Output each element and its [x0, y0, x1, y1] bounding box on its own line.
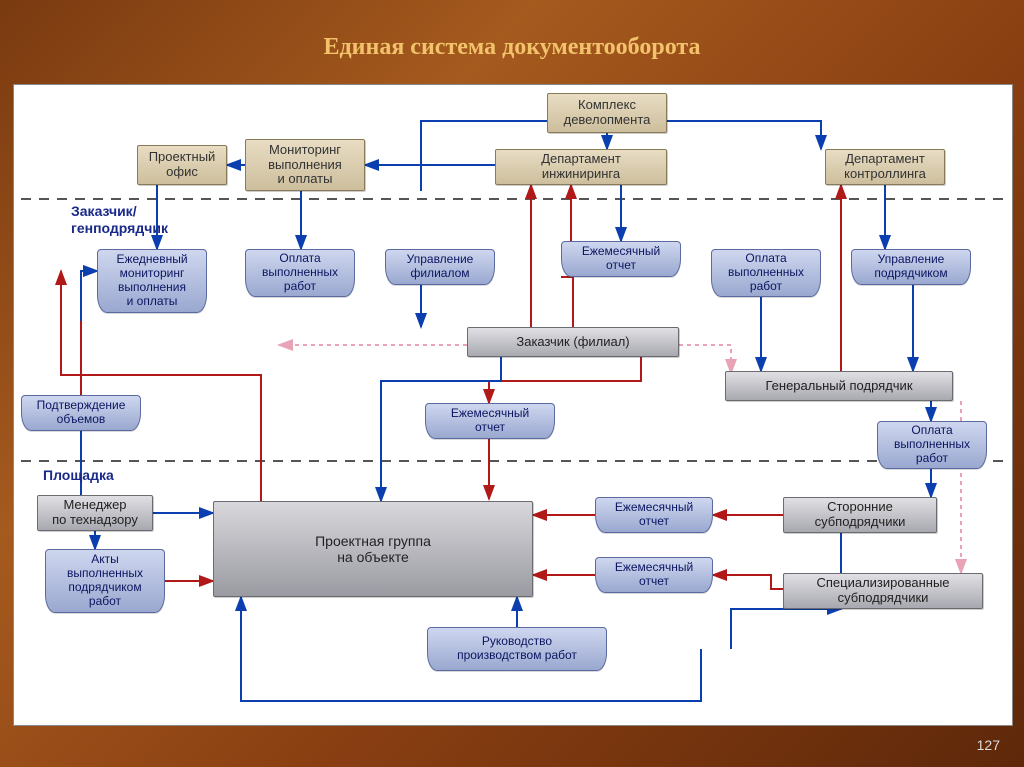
- page-number: 127: [977, 737, 1000, 753]
- node-spec-sub: Специализированные субподрядчики: [783, 573, 983, 609]
- slide-frame: Единая система документооборота Комплекс…: [0, 0, 1024, 767]
- node-third-party-sub: Сторонние субподрядчики: [783, 497, 937, 533]
- node-acts: Акты выполненных подрядчиком работ: [45, 549, 165, 613]
- slide-title: Единая система документооборота: [0, 34, 1024, 61]
- node-monitoring: Мониторинг выполнения и оплаты: [245, 139, 365, 191]
- node-project-group: Проектная группа на объекте: [213, 501, 533, 597]
- node-monthly-report-4: Ежемесячный отчет: [595, 557, 713, 593]
- node-monthly-report-1: Ежемесячный отчет: [561, 241, 681, 277]
- edge-e14b: [679, 345, 731, 373]
- node-project-office: Проектный офис: [137, 145, 227, 185]
- node-customer-branch: Заказчик (филиал): [467, 327, 679, 357]
- node-confirm-volumes: Подтверждение объемов: [21, 395, 141, 431]
- label-site: Площадка: [43, 467, 114, 484]
- edge-e10b: [81, 271, 97, 321]
- label-customer: Заказчик/ генподрядчик: [71, 203, 168, 237]
- node-complex: Комплекс девелопмента: [547, 93, 667, 133]
- node-daily-monitoring: Ежедневный мониторинг выполнения и оплат…: [97, 249, 207, 313]
- node-manage-contractor: Управление подрядчиком: [851, 249, 971, 285]
- node-monthly-report-3: Ежемесячный отчет: [595, 497, 713, 533]
- edge-e27: [731, 609, 841, 649]
- node-gen-contractor: Генеральный подрядчик: [725, 371, 953, 401]
- node-pay-done-3: Оплата выполненных работ: [877, 421, 987, 469]
- node-manage-branch: Управление филиалом: [385, 249, 495, 285]
- node-pay-done-2: Оплата выполненных работ: [711, 249, 821, 297]
- edge-e18: [489, 357, 641, 403]
- diagram-canvas: Комплекс девелопмента Проектный офис Монит…: [13, 84, 1013, 726]
- edge-e10: [81, 271, 97, 395]
- node-guidance: Руководство производством работ: [427, 627, 607, 671]
- node-dep-controlling: Департамент контроллинга: [825, 149, 945, 185]
- edge-e25: [713, 575, 783, 589]
- node-dep-engineering: Департамент инжиниринга: [495, 149, 667, 185]
- node-manager-tech: Менеджер по технадзору: [37, 495, 153, 531]
- node-pay-done-1: Оплата выполненных работ: [245, 249, 355, 297]
- edge-e13: [561, 277, 573, 327]
- node-monthly-report-2: Ежемесячный отчет: [425, 403, 555, 439]
